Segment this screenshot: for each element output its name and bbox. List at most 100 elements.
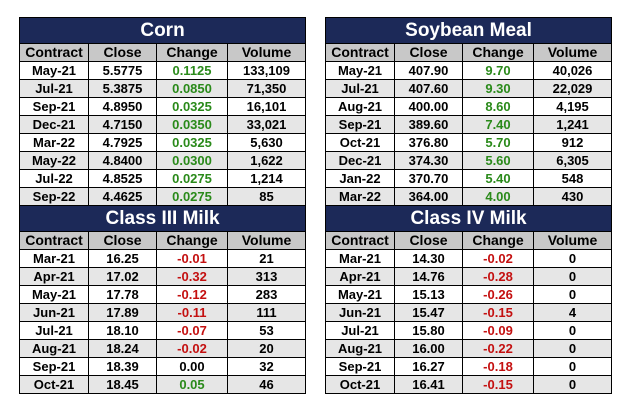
table-row: May-21 407.90 9.70 40,026 [325,61,613,80]
volume-cell: 133,109 [226,61,307,80]
change-cell: -0.15 [462,375,534,394]
contract-cell: May-21 [19,61,89,80]
change-cell: 9.70 [462,61,534,80]
table-row: Aug-21 16.00 -0.22 0 [325,339,613,358]
change-cell: 9.30 [462,79,534,98]
table-row: Sep-21 16.27 -0.18 0 [325,357,613,376]
change-cell: 0.0275 [156,187,228,206]
close-cell: 15.80 [394,321,463,340]
change-cell: 4.00 [462,187,534,206]
volume-header: Volume [226,231,307,250]
volume-cell: 5,630 [226,133,307,152]
contract-cell: Mar-22 [19,133,89,152]
close-cell: 17.02 [88,267,157,286]
close-cell: 364.00 [394,187,463,206]
contract-cell: Oct-21 [325,133,395,152]
soybean-meal-table: Soybean Meal Contract Close Change Volum… [324,17,613,206]
change-cell: -0.22 [462,339,534,358]
table-row: Dec-21 4.7150 0.0350 33,021 [19,115,307,134]
change-cell: -0.32 [156,267,228,286]
volume-cell: 0 [532,321,613,340]
close-cell: 18.24 [88,339,157,358]
table-row: Mar-21 16.25 -0.01 21 [19,249,307,268]
corn-title: Corn [18,17,307,44]
contract-cell: Jul-21 [19,79,89,98]
contract-cell: Mar-21 [325,249,395,268]
contract-header: Contract [19,43,89,62]
table-row: Sep-21 389.60 7.40 1,241 [325,115,613,134]
contract-cell: Mar-21 [19,249,89,268]
close-cell: 15.47 [394,303,463,322]
contract-cell: Mar-22 [325,187,395,206]
volume-cell: 16,101 [226,97,307,116]
close-cell: 4.7150 [88,115,157,134]
close-cell: 400.00 [394,97,463,116]
close-cell: 4.7925 [88,133,157,152]
table-row: May-21 17.78 -0.12 283 [19,285,307,304]
contract-cell: Jul-21 [325,321,395,340]
change-cell: -0.12 [156,285,228,304]
change-cell: 0.1125 [156,61,228,80]
change-cell: 5.60 [462,151,534,170]
contract-cell: Sep-21 [19,357,89,376]
change-cell: 0.05 [156,375,228,394]
change-cell: -0.11 [156,303,228,322]
table-row: Sep-21 4.8950 0.0325 16,101 [19,97,307,116]
table-row: May-21 5.5775 0.1125 133,109 [19,61,307,80]
change-cell: 0.0325 [156,97,228,116]
volume-cell: 46 [226,375,307,394]
table-row: Jul-21 5.3875 0.0850 71,350 [19,79,307,98]
volume-cell: 71,350 [226,79,307,98]
contract-cell: Jul-21 [19,321,89,340]
table-row: Oct-21 18.45 0.05 46 [19,375,307,394]
table-row: Jun-21 17.89 -0.11 111 [19,303,307,322]
contract-cell: May-22 [19,151,89,170]
close-cell: 14.76 [394,267,463,286]
close-cell: 4.8400 [88,151,157,170]
contract-cell: May-21 [325,61,395,80]
contract-cell: Oct-21 [19,375,89,394]
table-row: Jul-22 4.8525 0.0275 1,214 [19,169,307,188]
volume-cell: 0 [532,249,613,268]
change-cell: 0.0325 [156,133,228,152]
change-cell: -0.09 [462,321,534,340]
close-cell: 14.30 [394,249,463,268]
contract-cell: Sep-21 [19,97,89,116]
class-iv-milk-title: Class IV Milk [324,205,613,232]
table-row: Apr-21 14.76 -0.28 0 [325,267,613,286]
contract-cell: Oct-21 [325,375,395,394]
volume-header: Volume [532,231,613,250]
change-cell: -0.18 [462,357,534,376]
close-cell: 4.8525 [88,169,157,188]
table-row: May-22 4.8400 0.0300 1,622 [19,151,307,170]
contract-cell: May-21 [19,285,89,304]
table-row: Mar-22 364.00 4.00 430 [325,187,613,206]
close-cell: 4.4625 [88,187,157,206]
change-cell: 8.60 [462,97,534,116]
change-cell: 0.0275 [156,169,228,188]
volume-cell: 20 [226,339,307,358]
contract-cell: Dec-21 [19,115,89,134]
table-row: Aug-21 18.24 -0.02 20 [19,339,307,358]
close-cell: 16.41 [394,375,463,394]
contract-cell: Dec-21 [325,151,395,170]
volume-cell: 21 [226,249,307,268]
change-cell: 0.0300 [156,151,228,170]
contract-cell: Jan-22 [325,169,395,188]
volume-header: Volume [226,43,307,62]
table-row: Aug-21 400.00 8.60 4,195 [325,97,613,116]
contract-header: Contract [325,43,395,62]
contract-header: Contract [325,231,395,250]
change-header: Change [156,231,228,250]
close-cell: 5.3875 [88,79,157,98]
table-row: Jul-21 15.80 -0.09 0 [325,321,613,340]
volume-cell: 1,622 [226,151,307,170]
volume-cell: 6,305 [532,151,613,170]
soybean-meal-title: Soybean Meal [324,17,613,44]
volume-cell: 0 [532,267,613,286]
close-cell: 5.5775 [88,61,157,80]
close-header: Close [394,231,463,250]
volume-cell: 430 [532,187,613,206]
contract-cell: Apr-21 [325,267,395,286]
volume-cell: 33,021 [226,115,307,134]
